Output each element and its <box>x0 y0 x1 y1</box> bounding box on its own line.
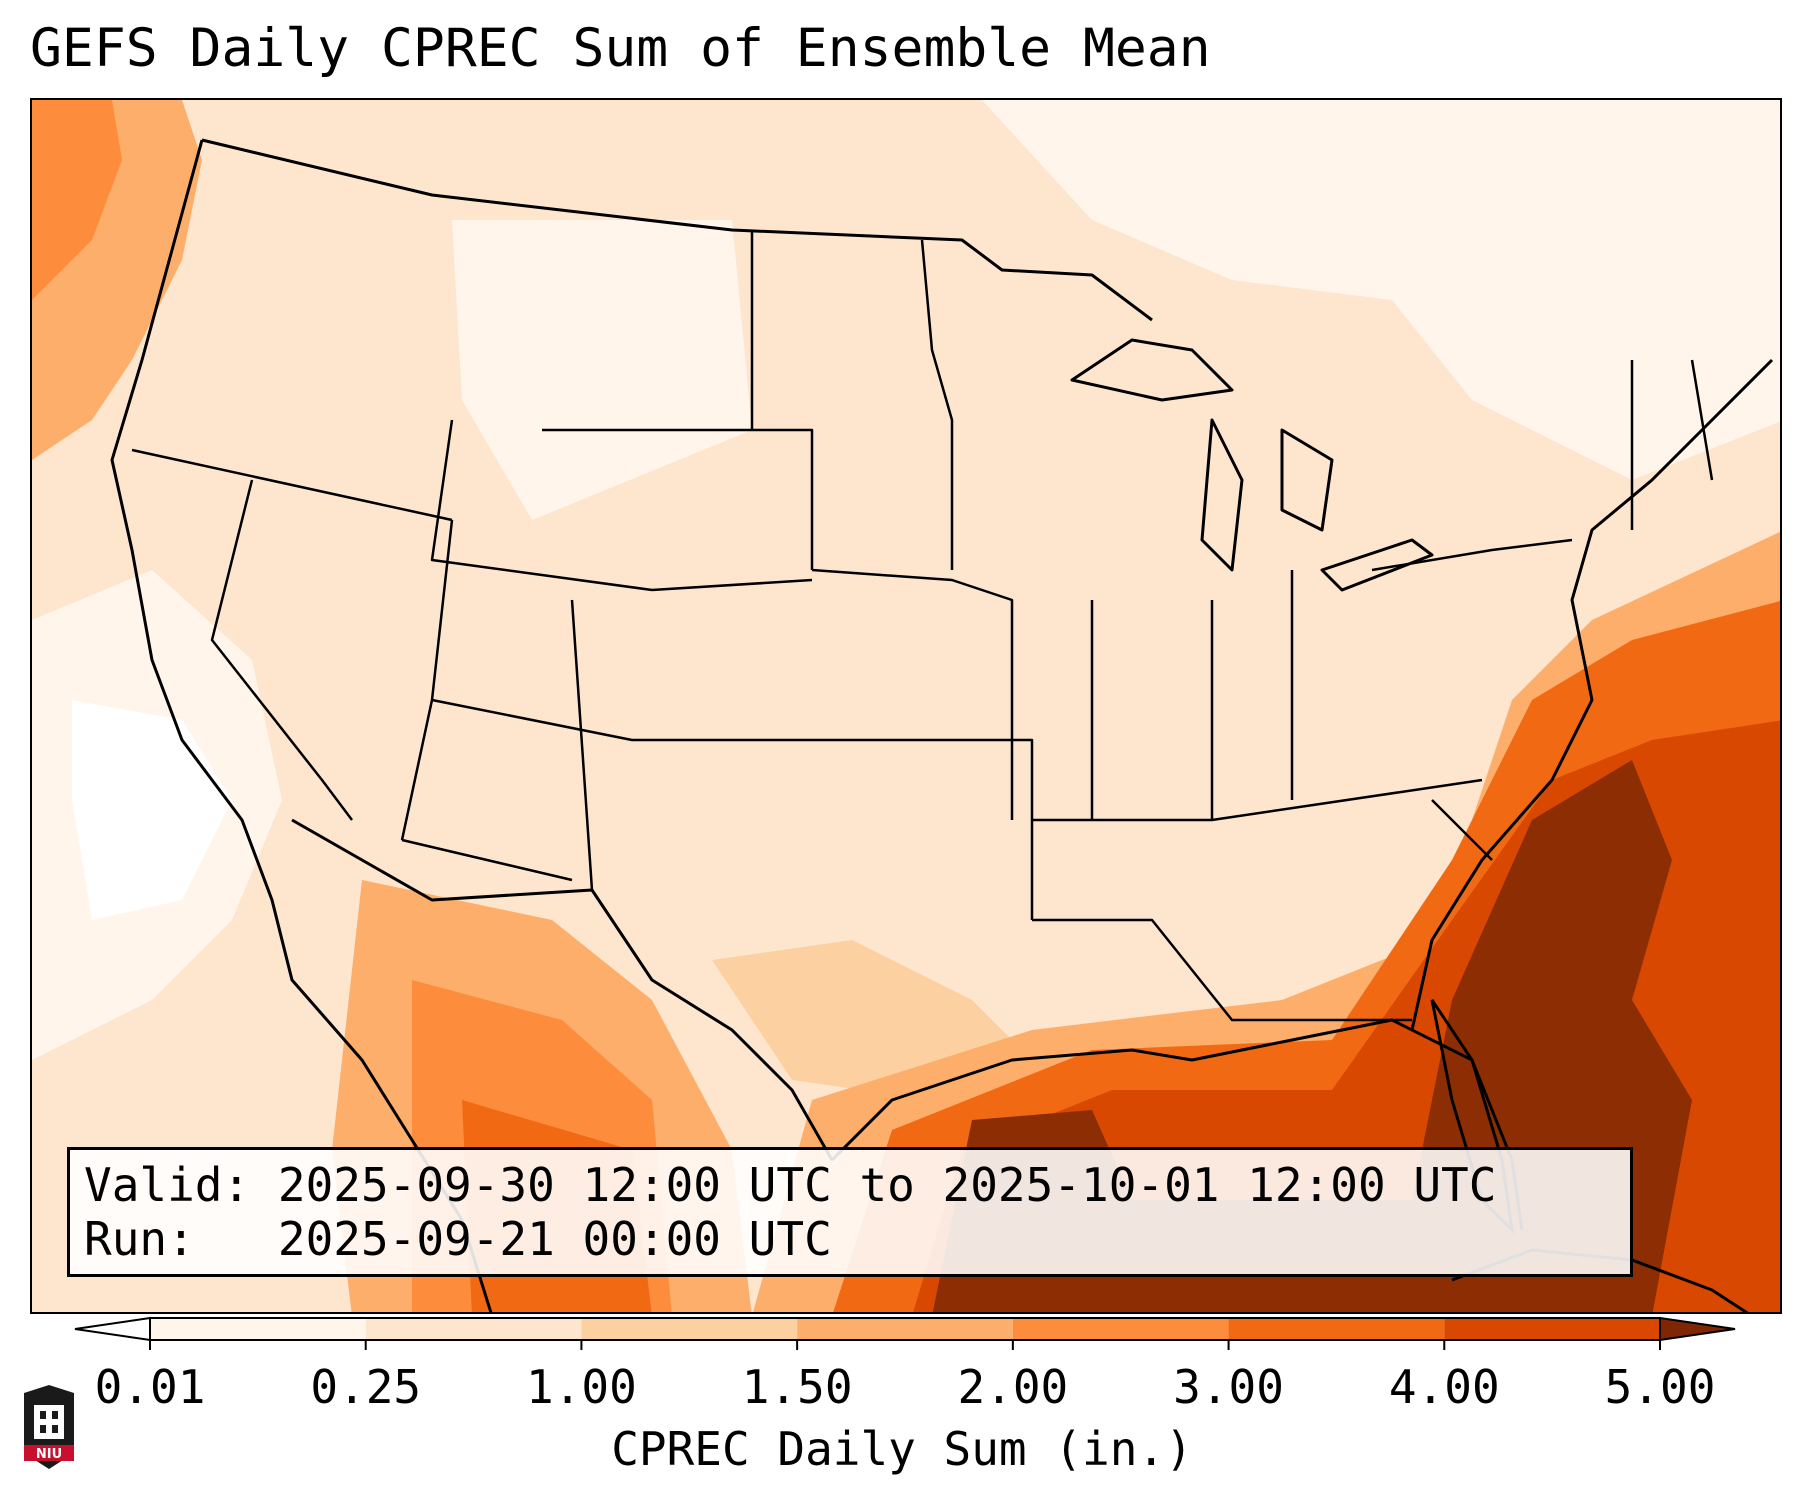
svg-text:NIU: NIU <box>36 1447 62 1462</box>
colorbar-segment <box>365 1318 582 1340</box>
colorbar-tick-label: 4.00 <box>1388 1360 1500 1414</box>
colorbar-tick-label: 0.25 <box>310 1360 422 1414</box>
colorbar-segment <box>1012 1318 1229 1340</box>
colorbar-segments <box>74 1316 1736 1342</box>
colorbar-outline <box>149 1317 1661 1341</box>
colorbar-under-arrow <box>74 1316 151 1342</box>
state-lines <box>131 230 1714 1022</box>
colorbar <box>74 1316 1736 1350</box>
precip-map <box>30 98 1782 1314</box>
gulf-coastline <box>830 1018 1524 1231</box>
us-mexico-border <box>291 818 834 1161</box>
colorbar-segment <box>797 1318 1013 1340</box>
run-value: 2025-09-21 00:00 UTC <box>277 1212 832 1266</box>
us-canada-border <box>201 138 1153 322</box>
precip-canada-light <box>982 100 1780 480</box>
lake-michigan <box>1200 418 1244 572</box>
run-label: Run: <box>84 1212 195 1266</box>
colorbar-segment <box>150 1318 366 1340</box>
lake-huron <box>1280 428 1334 532</box>
colorbar-ticks <box>149 1340 1661 1350</box>
colorbar-tick-label: 1.00 <box>526 1360 637 1414</box>
valid-label: Valid: <box>84 1158 251 1212</box>
colorbar-tick-label: 1.50 <box>741 1360 853 1414</box>
colorbar-label: CPREC Daily Sum (in.) <box>611 1422 1193 1476</box>
valid-row: Valid: 2025-09-30 12:00 UTC to 2025-10-0… <box>84 1158 1616 1212</box>
colorbar-segment <box>1228 1318 1445 1340</box>
lake-erie <box>1320 538 1434 592</box>
valid-value: 2025-09-30 12:00 UTC to 2025-10-01 12:00… <box>277 1158 1497 1212</box>
west-coastline <box>110 139 493 1312</box>
colorbar-over-arrow <box>1659 1316 1736 1342</box>
lake-superior <box>1070 338 1234 402</box>
precip-plains-light <box>452 220 752 520</box>
colorbar-tick-label: 2.00 <box>957 1360 1069 1414</box>
run-row: Run: 2025-09-21 00:00 UTC <box>84 1212 1616 1266</box>
page-title: GEFS Daily CPREC Sum of Ensemble Mean <box>30 18 1211 79</box>
map-outlines <box>110 138 1774 1312</box>
east-coastline <box>1410 358 1774 1031</box>
colorbar-segment <box>581 1318 798 1340</box>
colorbar-segment <box>1444 1318 1660 1340</box>
validity-info-box: Valid: 2025-09-30 12:00 UTC to 2025-10-0… <box>67 1147 1633 1277</box>
niu-logo-icon: NIU <box>24 1385 74 1469</box>
map-canvas <box>32 100 1780 1312</box>
colorbar-tick-label: 0.01 <box>94 1360 206 1414</box>
precip-pnw-core <box>32 100 122 300</box>
colorbar-tick-label: 5.00 <box>1604 1360 1716 1414</box>
colorbar-tick-label: 3.00 <box>1173 1360 1284 1414</box>
